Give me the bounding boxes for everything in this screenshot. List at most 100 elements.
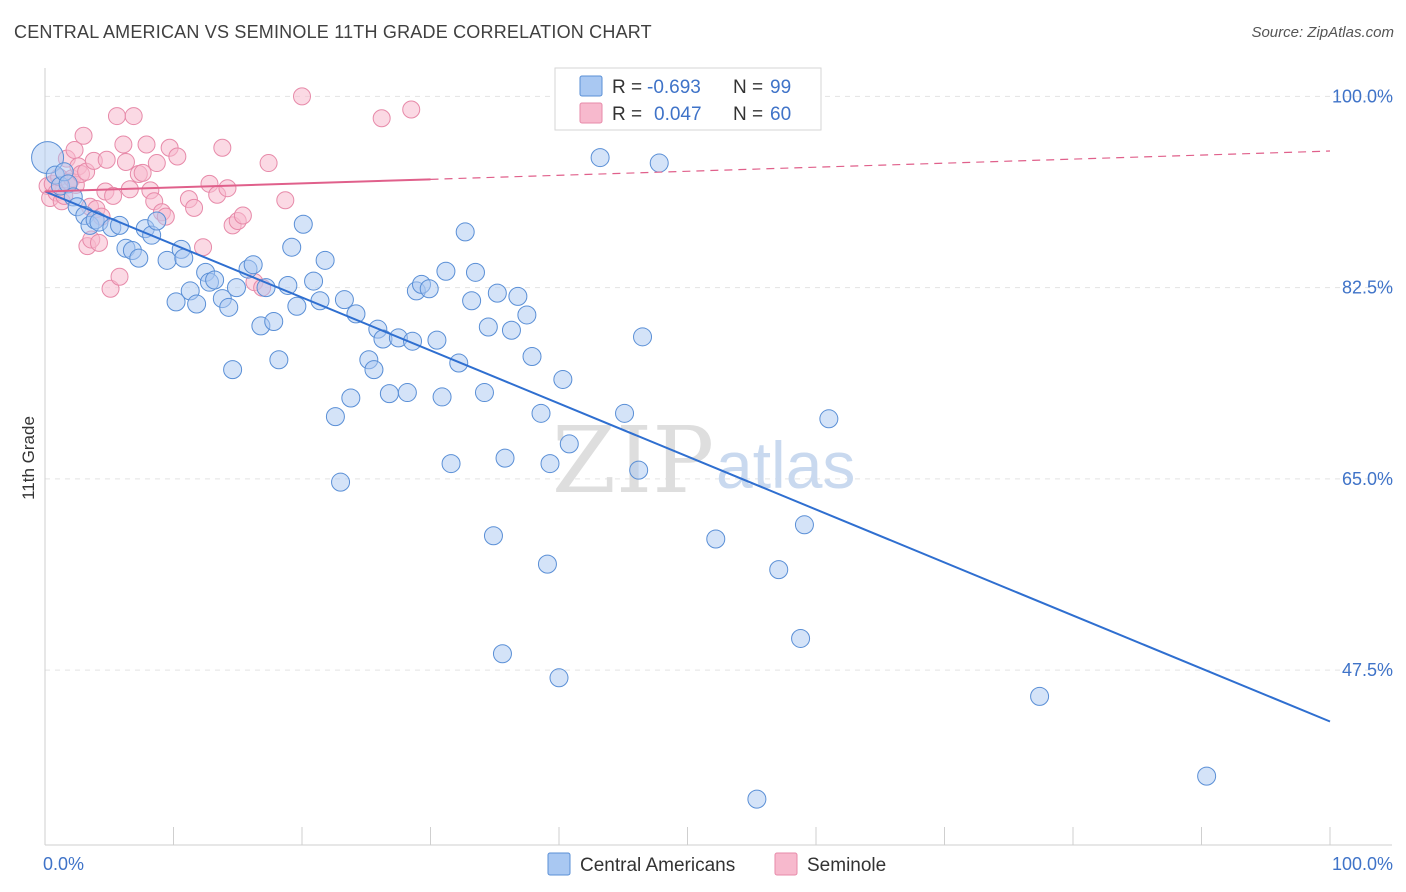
central-americans-point-94 bbox=[791, 628, 811, 648]
seminole-point-30 bbox=[116, 152, 135, 171]
seminole-point-32 bbox=[124, 107, 143, 126]
central-americans-point-74 bbox=[495, 448, 515, 468]
central-americans-point-88 bbox=[633, 327, 653, 347]
seminole-point-48 bbox=[213, 138, 232, 157]
legend-r-label-2: R = bbox=[612, 104, 642, 125]
central-americans-point-81 bbox=[540, 454, 560, 474]
central-americans-trend-line bbox=[44, 190, 1331, 723]
seminole-point-28 bbox=[110, 267, 129, 286]
seminole-point-59 bbox=[402, 100, 421, 119]
legend-n-label-2: N = bbox=[733, 104, 763, 125]
seminole-point-26 bbox=[104, 186, 123, 205]
central-americans-point-44 bbox=[315, 250, 335, 270]
central-americans-point-63 bbox=[436, 261, 456, 281]
tick-labels: 47.5% 65.0% 82.5% 100.0% 0.0% 100.0% bbox=[43, 86, 1393, 874]
seminole-point-42 bbox=[168, 147, 187, 166]
legend-n-value-2: 60 bbox=[770, 104, 791, 125]
legend-n-value-1: 99 bbox=[770, 77, 791, 98]
legend-r-label-1: R = bbox=[612, 77, 642, 98]
central-americans-point-80 bbox=[537, 554, 557, 574]
seminole-point-56 bbox=[276, 191, 295, 210]
central-americans-point-93 bbox=[769, 560, 789, 580]
central-americans-point-89 bbox=[649, 153, 669, 173]
central-americans-point-79 bbox=[531, 403, 551, 423]
central-americans-point-27 bbox=[205, 270, 225, 290]
central-americans-point-95 bbox=[794, 515, 814, 535]
central-americans-point-82 bbox=[549, 668, 569, 688]
central-americans-point-29 bbox=[219, 297, 239, 317]
y-tick-label-0: 47.5% bbox=[1342, 660, 1393, 680]
central-americans-point-97 bbox=[1030, 686, 1050, 706]
seminole-point-35 bbox=[137, 135, 156, 154]
x-tick-label-1: 100.0% bbox=[1332, 854, 1393, 874]
seminole-point-14 bbox=[74, 126, 93, 145]
watermark-zip: ZIP bbox=[552, 407, 714, 514]
central-americans-point-35 bbox=[256, 278, 276, 298]
seminole-point-21 bbox=[89, 233, 108, 252]
central-americans-point-66 bbox=[455, 222, 475, 242]
seminole-point-58 bbox=[372, 109, 391, 128]
x-tick-label-0: 0.0% bbox=[43, 854, 84, 874]
central-americans-point-60 bbox=[419, 279, 439, 299]
top-legend: R = -0.693 N = 99 R = 0.047 N = 60 bbox=[554, 67, 822, 131]
central-americans-point-92 bbox=[747, 789, 767, 809]
seminole-trend-line-solid bbox=[44, 178, 431, 193]
central-americans-point-33 bbox=[243, 255, 263, 275]
central-americans-point-24 bbox=[187, 294, 207, 314]
central-americans-point-15 bbox=[129, 248, 149, 268]
seminole-point-38 bbox=[147, 154, 166, 173]
central-americans-point-30 bbox=[223, 360, 243, 380]
chart-title: CENTRAL AMERICAN VS SEMINOLE 11TH GRADE … bbox=[14, 22, 652, 42]
central-americans-point-18 bbox=[147, 211, 167, 231]
bottom-legend: Central Americans Seminole bbox=[547, 852, 886, 876]
seminole-point-34 bbox=[133, 163, 152, 182]
seminole-point-25 bbox=[101, 279, 120, 298]
central-americans-point-47 bbox=[334, 290, 354, 310]
seminole-points bbox=[38, 87, 421, 298]
central-americans-point-87 bbox=[629, 460, 649, 480]
bottom-legend-swatch-blue bbox=[547, 852, 571, 876]
central-americans-point-98 bbox=[1197, 766, 1217, 786]
central-americans-point-68 bbox=[465, 262, 485, 282]
legend-swatch-blue bbox=[579, 75, 603, 97]
central-americans-point-75 bbox=[501, 320, 521, 340]
central-americans-point-73 bbox=[492, 644, 512, 664]
central-americans-point-76 bbox=[508, 286, 528, 306]
central-americans-point-70 bbox=[478, 317, 498, 337]
bottom-legend-central-americans: Central Americans bbox=[580, 855, 735, 876]
legend-n-label-1: N = bbox=[733, 77, 763, 98]
central-americans-point-20 bbox=[166, 292, 186, 312]
central-americans-point-84 bbox=[559, 434, 579, 454]
central-americans-point-77 bbox=[517, 305, 537, 325]
central-americans-point-91 bbox=[706, 529, 726, 549]
central-americans-point-41 bbox=[293, 214, 313, 234]
central-americans-points bbox=[31, 86, 1217, 809]
trend-lines bbox=[44, 150, 1331, 723]
y-tick-label-1: 65.0% bbox=[1342, 469, 1393, 489]
y-tick-label-2: 82.5% bbox=[1342, 278, 1393, 298]
seminole-point-49 bbox=[218, 179, 237, 198]
bottom-legend-seminole: Seminole bbox=[807, 855, 886, 876]
seminole-point-52 bbox=[233, 206, 252, 225]
central-americans-point-31 bbox=[226, 278, 246, 298]
central-americans-point-85 bbox=[590, 148, 610, 168]
central-americans-point-67 bbox=[462, 291, 482, 311]
central-americans-point-37 bbox=[269, 350, 289, 370]
seminole-point-55 bbox=[259, 154, 278, 173]
legend-r-value-2: 0.047 bbox=[654, 104, 702, 125]
source-label: Source: ZipAtlas.com bbox=[1251, 24, 1394, 41]
watermark-atlas: atlas bbox=[716, 428, 855, 502]
seminole-point-24 bbox=[97, 150, 116, 169]
y-tick-label-3: 100.0% bbox=[1332, 86, 1393, 106]
seminole-point-27 bbox=[107, 107, 126, 126]
central-americans-point-96 bbox=[819, 409, 839, 429]
central-americans-point-42 bbox=[304, 271, 324, 291]
legend-swatch-pink bbox=[579, 102, 603, 124]
central-americans-point-54 bbox=[379, 384, 399, 404]
central-americans-point-72 bbox=[487, 283, 507, 303]
legend-r-value-1: -0.693 bbox=[647, 77, 701, 98]
central-americans-point-48 bbox=[341, 388, 361, 408]
bottom-legend-swatch-pink bbox=[774, 852, 798, 876]
y-axis-title: 11th Grade bbox=[19, 416, 38, 500]
